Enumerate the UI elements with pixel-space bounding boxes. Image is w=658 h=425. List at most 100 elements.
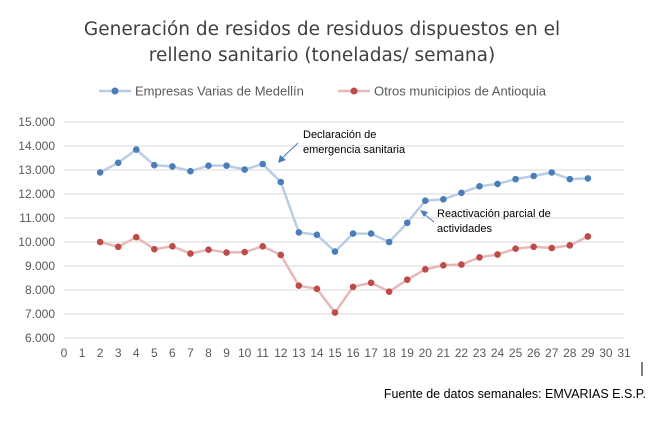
data-point-series-1 — [241, 248, 248, 256]
x-tick-label: 31 — [617, 346, 631, 360]
data-point-series-1 — [151, 245, 158, 253]
annotation-emergencia-arrowhead — [278, 155, 286, 163]
x-tick-label: 26 — [527, 346, 541, 360]
x-tick-label: 21 — [437, 346, 451, 360]
x-tick-label: 28 — [563, 346, 577, 360]
data-point-series-0 — [241, 166, 248, 173]
data-point-series-0 — [349, 230, 357, 237]
data-point-series-1 — [331, 309, 339, 316]
data-point-series-0 — [295, 229, 303, 236]
x-tick-label: 12 — [274, 346, 288, 360]
y-tick-label: 14.000 — [18, 139, 55, 153]
chart-title-line-2: relleno sanitario (toneladas/ semana) — [149, 45, 495, 66]
data-point-series-0 — [223, 162, 230, 169]
chart-title-line-1: Generación de residos de residuos dispue… — [84, 19, 560, 40]
data-point-series-1 — [187, 250, 194, 257]
data-point-series-0 — [151, 161, 158, 169]
data-point-series-1 — [476, 254, 483, 261]
annotation-reactivacion-arrowhead — [420, 210, 428, 217]
series-lines — [99, 148, 589, 314]
x-tick-label: 14 — [310, 346, 324, 360]
x-tick-label: 0 — [61, 346, 68, 360]
x-tick-label: 20 — [419, 346, 433, 360]
data-point-series-0 — [313, 231, 321, 239]
legend-entry-empresas: Empresas Varias de Medellín — [99, 84, 304, 99]
legend-label-empresas: Empresas Varias de Medellín — [135, 84, 304, 99]
annotation-emergencia-line-1: Declaración de — [303, 129, 376, 141]
chart-title: Generación de residos de residuos dispue… — [84, 19, 560, 66]
y-tick-label: 6.000 — [25, 331, 55, 345]
x-tick-label: 2 — [97, 346, 104, 360]
data-point-series-1 — [367, 279, 375, 287]
data-point-series-0 — [512, 175, 519, 183]
data-point-series-0 — [96, 169, 104, 176]
series-line-0 — [99, 148, 588, 253]
data-point-series-0 — [367, 230, 375, 237]
y-tick-label: 13.000 — [18, 163, 55, 177]
x-tick-label: 9 — [223, 346, 230, 360]
data-point-series-1 — [494, 251, 501, 258]
y-tick-label: 8.000 — [25, 283, 55, 297]
annotation-reactivacion: Reactivación parcial de actividades — [420, 208, 551, 235]
x-tick-label: 7 — [187, 346, 194, 360]
data-point-series-0 — [548, 169, 556, 176]
data-point-series-1 — [169, 243, 176, 250]
x-tick-label: 10 — [238, 346, 252, 360]
data-point-series-0 — [259, 160, 267, 168]
series-line-1 — [99, 235, 589, 314]
data-point-series-0 — [205, 162, 212, 169]
annotation-reactivacion-line-2: actividades — [437, 223, 493, 235]
data-point-series-1 — [313, 285, 321, 293]
data-point-series-1 — [295, 282, 303, 289]
x-tick-label: 15 — [328, 346, 342, 360]
data-point-series-1 — [421, 266, 429, 273]
legend-entry-otros: Otros municipios de Antioquia — [338, 84, 547, 99]
x-tick-label: 29 — [581, 346, 595, 360]
x-tick-label: 30 — [599, 346, 613, 360]
x-axis-ticks: 0 1 2 3 4 5 6 7 8 9 10 11 12 13 14 15 16 17 18 19 20 21 22 23 24… — [61, 346, 631, 360]
x-tick-label: 6 — [169, 346, 176, 360]
data-point-series-0 — [421, 197, 429, 205]
data-point-series-0 — [403, 219, 411, 227]
annotation-reactivacion-arrow — [423, 213, 435, 223]
x-tick-label: 23 — [473, 346, 487, 360]
data-point-series-0 — [277, 178, 285, 186]
legend-label-otros: Otros municipios de Antioquia — [374, 84, 547, 99]
legend: Empresas Varias de Medellín Otros munici… — [99, 84, 547, 99]
data-point-series-1 — [205, 246, 212, 253]
data-point-series-0 — [530, 172, 537, 180]
data-point-series-0 — [494, 180, 501, 188]
data-point-series-0 — [114, 159, 122, 167]
data-point-series-1 — [548, 244, 556, 252]
y-tick-label: 10.000 — [18, 235, 55, 249]
legend-marker-empresas — [111, 87, 119, 95]
y-tick-label: 12.000 — [18, 187, 55, 201]
data-point-series-1 — [114, 243, 122, 251]
data-point-series-0 — [476, 183, 483, 190]
x-tick-label: 4 — [133, 346, 140, 360]
x-tick-label: 16 — [346, 346, 360, 360]
annotations: Declaración de emergencia sanitaria Reac… — [278, 129, 551, 235]
series-points — [96, 146, 592, 316]
x-tick-label: 19 — [401, 346, 415, 360]
data-point-series-1 — [458, 261, 465, 268]
data-point-series-1 — [277, 251, 285, 259]
x-tick-label: 25 — [509, 346, 523, 360]
data-point-series-1 — [566, 242, 574, 249]
x-tick-label: 8 — [205, 346, 212, 360]
data-point-series-1 — [259, 243, 267, 250]
x-tick-label: 13 — [292, 346, 306, 360]
data-source-note: Fuente de datos semanales: EMVARIAS E.S.… — [384, 387, 646, 401]
data-point-series-0 — [584, 175, 592, 182]
gridlines — [64, 121, 624, 339]
data-point-series-1 — [132, 233, 140, 241]
data-point-series-1 — [403, 276, 411, 283]
x-tick-label: 3 — [115, 346, 122, 360]
data-point-series-1 — [349, 283, 357, 291]
data-point-series-0 — [440, 195, 447, 203]
x-tick-label: 22 — [455, 346, 469, 360]
data-point-series-1 — [440, 261, 447, 269]
x-tick-label: 1 — [79, 346, 86, 360]
annotation-emergencia-line-2: emergencia sanitaria — [303, 144, 406, 156]
